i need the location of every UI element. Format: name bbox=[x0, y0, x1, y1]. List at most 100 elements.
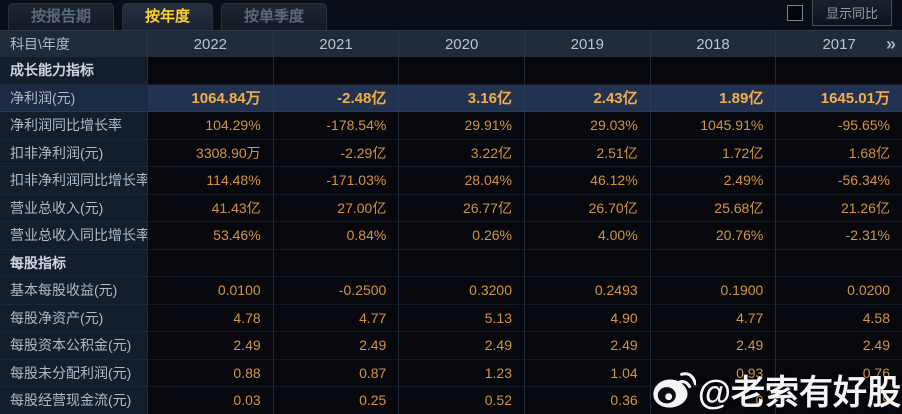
period-tab-bar: 按报告期 按年度 按单季度 显示同比 bbox=[0, 0, 902, 30]
cell-value: -171.03% bbox=[273, 167, 400, 195]
year-header-2017: 2017 » bbox=[776, 31, 902, 57]
row-label: 净利润(元) bbox=[0, 84, 148, 112]
cell-value: 26.77亿 bbox=[399, 194, 525, 222]
cell-value: 28.04% bbox=[399, 167, 525, 195]
cell-value: 0.3200 bbox=[399, 277, 525, 305]
cell-value: 104.29% bbox=[148, 112, 274, 140]
cell-value bbox=[273, 57, 400, 85]
table-row[interactable]: 每股未分配利润(元) 0.88 0.87 1.23 1.04 0.93 0.76 bbox=[0, 359, 902, 387]
cell-value: 114.48% bbox=[148, 167, 274, 195]
row-label: 净利润同比增长率 bbox=[0, 112, 148, 140]
cell-value: 5.13 bbox=[399, 304, 525, 332]
row-label: 每股资本公积金(元) bbox=[0, 332, 148, 360]
more-columns-icon[interactable]: » bbox=[885, 34, 896, 54]
cell-value: 3.22亿 bbox=[399, 139, 525, 167]
cell-value: -178.54% bbox=[273, 112, 400, 140]
financial-table: 科目\年度 2022 2021 2020 2019 2018 2017 » 成长… bbox=[0, 30, 902, 414]
cell-value: -0.2500 bbox=[273, 277, 400, 305]
year-header-2021: 2021 bbox=[274, 31, 400, 57]
cell-value: 2.49 bbox=[399, 332, 525, 360]
cell-value: 3.16亿 bbox=[399, 84, 525, 112]
cell-value: 29.91% bbox=[399, 112, 525, 140]
cell-value: 1.89亿 bbox=[650, 84, 777, 112]
show-yoy-checkbox[interactable] bbox=[786, 4, 803, 21]
cell-value: 53.46% bbox=[148, 222, 274, 250]
row-label: 每股未分配利润(元) bbox=[0, 359, 148, 387]
cell-value bbox=[399, 57, 525, 85]
year-header-2020: 2020 bbox=[399, 31, 525, 57]
cell-value: 25.68亿 bbox=[650, 194, 777, 222]
cell-value: 4.77 bbox=[650, 304, 777, 332]
row-label: 扣非净利润同比增长率 bbox=[0, 167, 148, 195]
table-row[interactable]: 净利润(元) 1064.84万 -2.48亿 3.16亿 2.43亿 1.89亿… bbox=[0, 84, 902, 112]
cell-value: 0.93 bbox=[650, 359, 777, 387]
cell-value: 0.88 bbox=[148, 359, 274, 387]
tab-by-single-quarter[interactable]: 按单季度 bbox=[221, 3, 328, 30]
table-row[interactable]: 净利润同比增长率 104.29% -178.54% 29.91% 29.03% … bbox=[0, 112, 902, 140]
cell-value: 2.49 bbox=[776, 332, 902, 360]
cell-value: 2.49 bbox=[524, 332, 651, 360]
row-label: 扣非净利润(元) bbox=[0, 139, 148, 167]
year-header-2018: 2018 bbox=[651, 31, 777, 57]
row-label: 成长能力指标 bbox=[0, 57, 148, 85]
tab-by-year[interactable]: 按年度 bbox=[122, 3, 214, 30]
cell-value: 0.87 bbox=[273, 359, 400, 387]
table-row[interactable]: 每股资本公积金(元) 2.49 2.49 2.49 2.49 2.49 2.49 bbox=[0, 332, 902, 360]
cell-value: -2.31% bbox=[776, 222, 902, 250]
cell-value: -2.29亿 bbox=[273, 139, 400, 167]
row-label: 每股净资产(元) bbox=[0, 304, 148, 332]
cell-value: 3308.90万 bbox=[148, 139, 274, 167]
table-row[interactable]: 营业总收入同比增长率 53.46% 0.84% 0.26% 4.00% 20.7… bbox=[0, 222, 902, 250]
show-yoy-label[interactable]: 显示同比 bbox=[811, 0, 892, 26]
year-header-2017-label: 2017 bbox=[822, 35, 856, 53]
cell-value: 0.84% bbox=[273, 222, 400, 250]
cell-value bbox=[524, 57, 651, 85]
cell-value: 1.04 bbox=[524, 359, 651, 387]
cell-value: 2.49 bbox=[650, 332, 777, 360]
table-row[interactable]: 基本每股收益(元) 0.0100 -0.2500 0.3200 0.2493 0… bbox=[0, 277, 902, 305]
cell-value: 4.00% bbox=[524, 222, 651, 250]
cell-value bbox=[399, 249, 525, 277]
cell-value: 0.25 bbox=[273, 387, 400, 414]
table-row[interactable]: 扣非净利润同比增长率 114.48% -171.03% 28.04% 46.12… bbox=[0, 167, 902, 195]
cell-value: 46.12% bbox=[524, 167, 651, 195]
year-header-2022: 2022 bbox=[148, 31, 274, 57]
cell-value: 0.26% bbox=[399, 222, 525, 250]
table-row[interactable]: 每股指标 bbox=[0, 249, 902, 277]
cell-value: 0.52 bbox=[399, 387, 525, 414]
row-label: 每股指标 bbox=[0, 249, 148, 277]
cell-value: 4.78 bbox=[148, 304, 274, 332]
cell-value: 4.77 bbox=[273, 304, 400, 332]
cell-value: -56.34% bbox=[776, 167, 902, 195]
cell-value bbox=[148, 57, 274, 85]
cell-value: 2.49% bbox=[650, 167, 777, 195]
cell-value: 21.26亿 bbox=[776, 194, 902, 222]
row-label: 每股经营现金流(元) bbox=[0, 387, 148, 414]
cell-value: 1.68亿 bbox=[776, 139, 902, 167]
cell-value: 1.72亿 bbox=[650, 139, 777, 167]
table-row[interactable]: 每股净资产(元) 4.78 4.77 5.13 4.90 4.77 4.58 bbox=[0, 304, 902, 332]
cell-value: 4.58 bbox=[776, 304, 902, 332]
cell-value: 0.0200 bbox=[776, 277, 902, 305]
table-body: 成长能力指标 净利润(元) 1064.84万 -2.48亿 3.16亿 2.43… bbox=[0, 57, 902, 414]
cell-value: 26.70亿 bbox=[524, 194, 651, 222]
cell-value: 0.2493 bbox=[524, 277, 651, 305]
table-row[interactable]: 扣非净利润(元) 3308.90万 -2.29亿 3.22亿 2.51亿 1.7… bbox=[0, 139, 902, 167]
cell-value: 2.43亿 bbox=[524, 84, 651, 112]
table-row[interactable]: 每股经营现金流(元) 0.03 0.25 0.52 0.36 0 9 bbox=[0, 387, 902, 414]
cell-value: 0.36 bbox=[524, 387, 651, 414]
table-header-row: 科目\年度 2022 2021 2020 2019 2018 2017 » bbox=[0, 30, 902, 57]
tab-by-report-period[interactable]: 按报告期 bbox=[8, 3, 115, 30]
cell-value: 0.1900 bbox=[650, 277, 777, 305]
cell-value: 27.00亿 bbox=[273, 194, 400, 222]
table-row[interactable]: 成长能力指标 bbox=[0, 57, 902, 85]
cell-value bbox=[148, 249, 274, 277]
cell-value: 9 bbox=[776, 387, 902, 414]
cell-value: 1.23 bbox=[399, 359, 525, 387]
corner-header: 科目\年度 bbox=[0, 31, 148, 57]
cell-value: 1045.91% bbox=[650, 112, 777, 140]
cell-value: 1645.01万 bbox=[776, 84, 902, 112]
year-header-2019: 2019 bbox=[525, 31, 651, 57]
cell-value: 41.43亿 bbox=[148, 194, 274, 222]
table-row[interactable]: 营业总收入(元) 41.43亿 27.00亿 26.77亿 26.70亿 25.… bbox=[0, 194, 902, 222]
